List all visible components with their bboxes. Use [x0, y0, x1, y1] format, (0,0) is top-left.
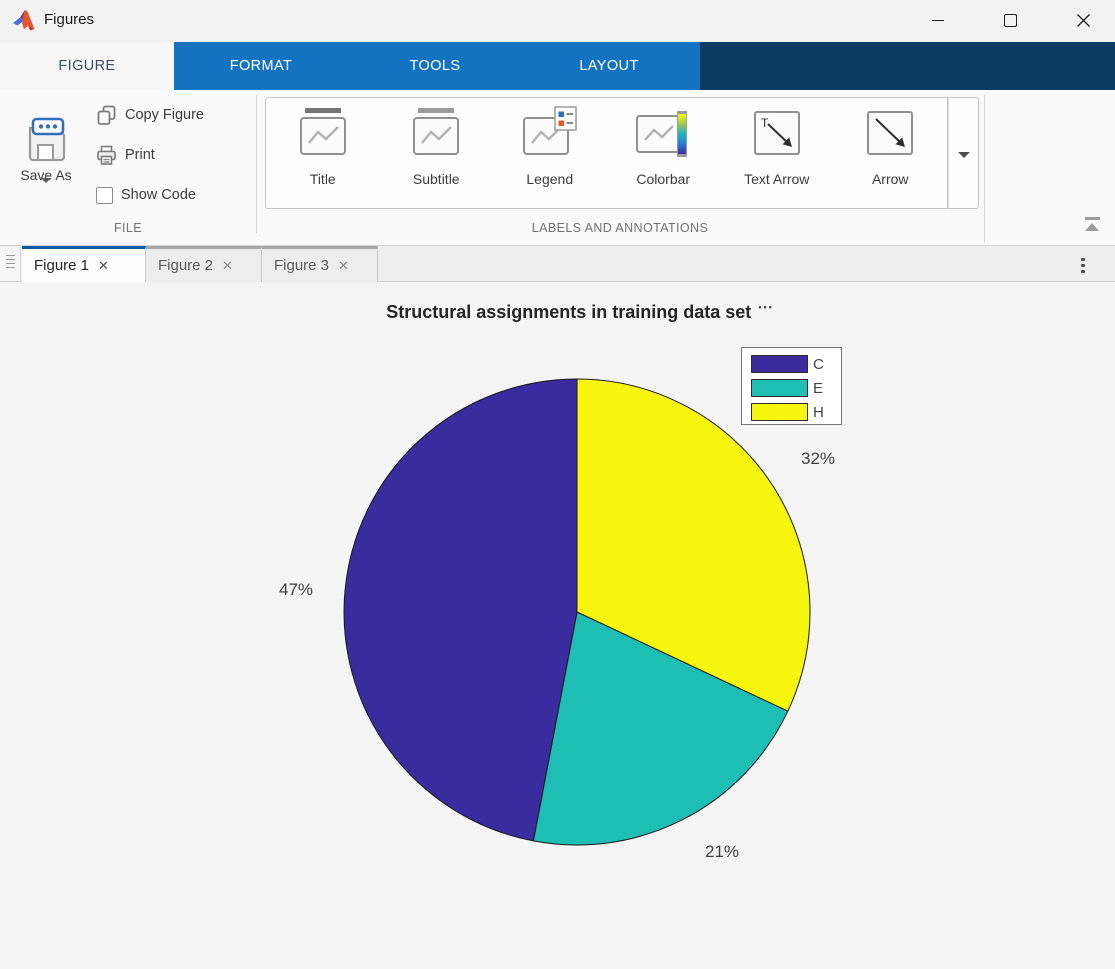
section-divider: [984, 95, 985, 243]
subtitle-annotation-icon: [413, 108, 460, 155]
pie-slice-H[interactable]: [576, 378, 811, 712]
legend-swatch-E: [751, 379, 808, 397]
ribbon-tabstrip: FIGURE FORMAT TOOLS LAYOUT: [0, 42, 1115, 124]
file-section-label: FILE: [114, 221, 142, 235]
pie-chart[interactable]: [337, 372, 817, 852]
window-title: Figures: [44, 11, 95, 28]
tab-figure-3[interactable]: Figure 3 ✕: [262, 246, 378, 282]
copy-figure-label: Copy Figure: [125, 107, 204, 123]
tab-overflow-menu-button[interactable]: [1068, 249, 1098, 279]
close-icon: [1077, 14, 1090, 27]
text-arrow-annotation-icon: T: [753, 111, 800, 155]
pie-slice-E[interactable]: [532, 611, 789, 846]
annotations-section-label: LABELS AND ANNOTATIONS: [531, 221, 709, 235]
gallery-item-title[interactable]: Title: [270, 106, 376, 187]
close-tab-icon[interactable]: ✕: [222, 258, 233, 273]
gallery-item-arrow[interactable]: Arrow: [837, 106, 943, 187]
dropdown-caret-icon: [41, 178, 51, 198]
gallery-item-label: Subtitle: [412, 171, 460, 187]
legend-annotation-icon: [522, 106, 577, 155]
svg-text:T: T: [761, 116, 769, 130]
legend-entry: H: [751, 400, 841, 424]
save-icon: [28, 117, 66, 162]
gallery-item-label: Text Arrow: [744, 171, 810, 187]
legend-label: E: [813, 379, 824, 397]
ribbon-tab-figure[interactable]: FIGURE: [0, 42, 174, 90]
gallery-item-label: Arrow: [871, 171, 909, 187]
annotations-gallery: Title Subtitle: [265, 97, 948, 209]
chart-title-row: Structural assignments in training data …: [0, 302, 1115, 323]
minimize-icon: [932, 20, 944, 21]
tab-figure-2[interactable]: Figure 2 ✕: [146, 246, 262, 282]
chart-legend[interactable]: C E H: [741, 347, 842, 425]
show-code-toggle[interactable]: Show Code: [96, 182, 196, 208]
axes-options-icon[interactable]: •••: [758, 302, 774, 312]
figure-canvas: Structural assignments in training data …: [0, 282, 1115, 969]
window-titlebar: Figures: [0, 0, 1115, 42]
legend-entry: E: [751, 376, 841, 400]
pie-label-E: 21%: [704, 842, 740, 861]
save-as-button[interactable]: Save As: [8, 98, 84, 216]
close-tab-icon[interactable]: ✕: [338, 258, 349, 273]
legend-label: C: [813, 355, 824, 373]
ribbon-tab-layout[interactable]: LAYOUT: [522, 42, 696, 90]
legend-label: H: [813, 403, 824, 421]
copy-figure-button[interactable]: Copy Figure: [96, 102, 204, 128]
pie-slice-C[interactable]: [343, 378, 578, 842]
legend-swatch-C: [751, 355, 808, 373]
gallery-item-text-arrow[interactable]: T Text Arrow: [724, 106, 830, 187]
chart-title: Structural assignments in training data …: [386, 302, 752, 322]
print-button[interactable]: Print: [96, 142, 155, 168]
chevron-down-icon: [958, 152, 970, 158]
pie-label-C: 47%: [278, 580, 314, 599]
gallery-item-subtitle[interactable]: Subtitle: [383, 106, 489, 187]
tab-label: Figure 2: [158, 257, 214, 274]
tab-drag-handle[interactable]: [0, 247, 21, 281]
collapse-ribbon-button[interactable]: [1082, 214, 1104, 236]
show-code-label: Show Code: [121, 187, 196, 203]
gallery-item-colorbar[interactable]: Colorbar: [610, 106, 716, 187]
ribbon-body: Save As Copy Figure Print Show Code: [0, 90, 1115, 246]
tab-figure-1[interactable]: Figure 1 ✕: [22, 246, 146, 282]
close-tab-icon[interactable]: ✕: [98, 258, 109, 273]
title-annotation-icon: [299, 108, 346, 155]
pie-label-H: 32%: [800, 449, 836, 468]
gallery-expand-button[interactable]: [948, 97, 979, 209]
gallery-item-legend[interactable]: Legend: [497, 106, 603, 187]
colorbar-annotation-icon: [636, 111, 688, 157]
section-divider: [256, 95, 257, 233]
tab-label: Figure 3: [274, 257, 330, 274]
ribbon-tab-tools[interactable]: TOOLS: [348, 42, 522, 90]
gallery-item-label: Legend: [526, 171, 574, 187]
figure-tabbar: Figure 1 ✕ Figure 2 ✕ Figure 3 ✕: [0, 246, 1115, 282]
tab-label: Figure 1: [34, 257, 90, 274]
save-as-label: Save As: [20, 167, 72, 183]
legend-swatch-H: [751, 403, 808, 421]
copy-icon: [97, 105, 116, 125]
maximize-button[interactable]: [987, 0, 1033, 42]
maximize-icon: [1004, 14, 1017, 27]
matlab-logo-icon: [13, 10, 35, 31]
legend-entry: C: [751, 352, 841, 376]
close-button[interactable]: [1060, 0, 1106, 42]
gallery-item-label: Title: [309, 171, 336, 187]
gallery-item-label: Colorbar: [636, 171, 691, 187]
print-icon: [97, 145, 116, 165]
collapse-ribbon-icon: [1085, 217, 1100, 220]
print-label: Print: [125, 147, 155, 163]
show-code-checkbox[interactable]: [96, 186, 113, 204]
arrow-annotation-icon: [867, 111, 914, 155]
minimize-button[interactable]: [915, 0, 961, 42]
ribbon-tab-format[interactable]: FORMAT: [174, 42, 348, 90]
